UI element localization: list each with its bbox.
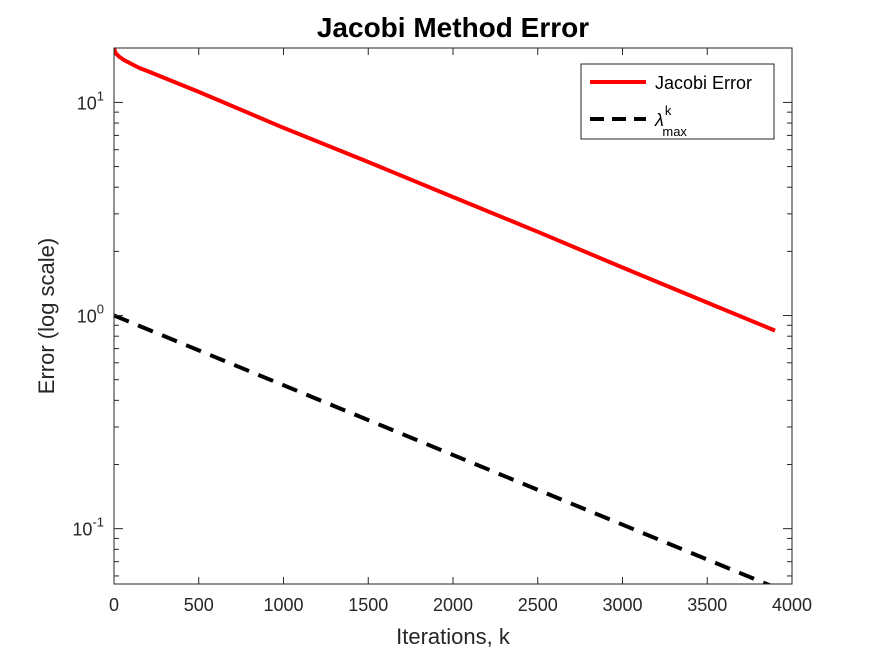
legend-label-lambda-max: λk max [654,103,687,139]
x-tick-label: 1000 [263,595,303,615]
chart-title: Jacobi Method Error [317,12,589,43]
series-layer [114,48,776,584]
x-tick-label: 500 [184,595,214,615]
legend-lambda-sup: k [665,103,672,118]
series-line-jacobi-error [114,48,776,333]
legend-lambda-sub: max [662,124,687,139]
y-tick-label: 101 [77,88,104,113]
series-line-lambda-max [114,313,772,584]
legend-box [580,63,775,140]
y-tick-label: 10-1 [72,515,104,540]
x-tick-label: 3000 [602,595,642,615]
ticks-layer: 0 500 1000 1500 2000 2500 3000 3500 4000 101 100 10… [72,48,812,615]
x-tick-label: 0 [109,595,119,615]
x-axis-label: Iterations, k [396,624,511,649]
x-tick-label: 4000 [772,595,812,615]
x-tick-label: 3500 [687,595,727,615]
y-tick-label: 100 [77,302,104,327]
x-tick-label: 1500 [348,595,388,615]
x-tick-label: 2000 [433,595,473,615]
legend-lambda-base: λ [654,110,664,130]
plot-frame [113,47,793,585]
legend: Jacobi Error λk max [580,63,775,140]
y-axis-label: Error (log scale) [34,238,59,394]
legend-label-jacobi-error: Jacobi Error [655,73,752,93]
x-tick-label: 2500 [518,595,558,615]
